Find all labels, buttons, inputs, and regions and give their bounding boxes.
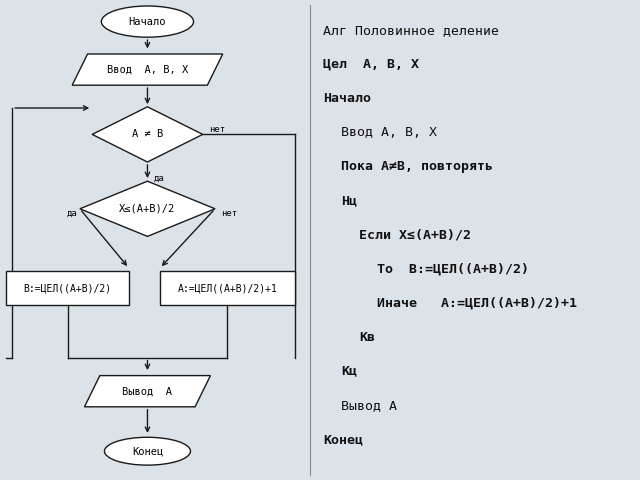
Text: нет: нет <box>209 125 225 134</box>
Polygon shape <box>80 181 215 237</box>
Ellipse shape <box>101 6 193 37</box>
Text: A ≠ B: A ≠ B <box>132 130 163 139</box>
Text: да: да <box>66 209 77 218</box>
Text: Конец: Конец <box>323 433 364 446</box>
Polygon shape <box>72 54 223 85</box>
Text: Цел  A, B, X: Цел A, B, X <box>323 58 419 71</box>
Text: Нц: Нц <box>341 194 357 207</box>
Text: Алг Половинное деление: Алг Половинное деление <box>323 24 499 37</box>
Text: нет: нет <box>221 209 237 218</box>
Text: X≤(A+B)/2: X≤(A+B)/2 <box>119 204 175 214</box>
Text: Кц: Кц <box>341 365 357 378</box>
Text: Ввод  A, B, X: Ввод A, B, X <box>107 65 188 74</box>
Text: Кв: Кв <box>359 331 375 344</box>
FancyBboxPatch shape <box>6 271 129 305</box>
Text: Пока A≠B, повторять: Пока A≠B, повторять <box>341 160 493 173</box>
Text: B:=ЦЕЛ((A+B)/2): B:=ЦЕЛ((A+B)/2) <box>24 283 111 293</box>
Polygon shape <box>92 107 203 162</box>
Text: Вывод A: Вывод A <box>341 399 397 412</box>
Text: То  B:=ЦЕЛ((A+B)/2): То B:=ЦЕЛ((A+B)/2) <box>377 263 529 276</box>
Text: Ввод A, B, X: Ввод A, B, X <box>341 126 437 139</box>
Text: A:=ЦЕЛ((A+B)/2)+1: A:=ЦЕЛ((A+B)/2)+1 <box>177 283 277 293</box>
Text: Начало: Начало <box>129 17 166 26</box>
Text: Вывод  A: Вывод A <box>122 386 172 396</box>
Text: Иначе   A:=ЦЕЛ((A+B)/2)+1: Иначе A:=ЦЕЛ((A+B)/2)+1 <box>377 297 577 310</box>
FancyBboxPatch shape <box>160 271 295 305</box>
Text: Начало: Начало <box>323 92 371 105</box>
Text: Если X≤(A+B)/2: Если X≤(A+B)/2 <box>359 228 471 241</box>
Polygon shape <box>84 375 211 407</box>
Text: да: да <box>154 174 164 183</box>
Ellipse shape <box>104 437 191 465</box>
Text: Конец: Конец <box>132 446 163 456</box>
